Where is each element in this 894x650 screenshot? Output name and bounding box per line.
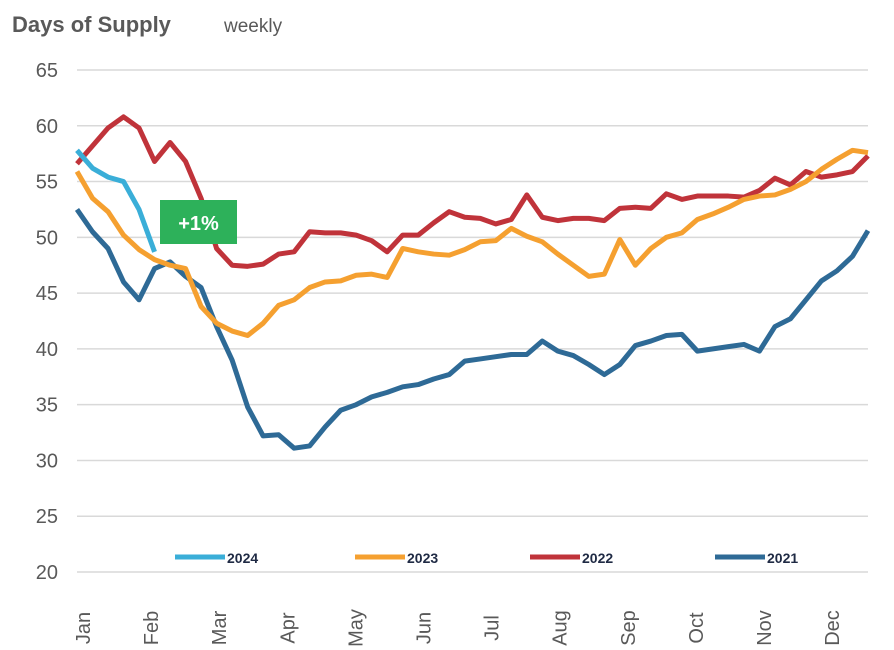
series-line-2024 (75, 148, 157, 253)
legend-label-2023: 2023 (407, 550, 438, 566)
legend-label-2021: 2021 (767, 550, 798, 566)
x-tick-label: Apr (277, 612, 299, 643)
y-tick-label: 50 (36, 227, 58, 249)
y-tick-label: 55 (36, 172, 58, 194)
chart-subtitle: weekly (224, 16, 283, 37)
chart-title: Days of Supply (12, 12, 171, 37)
x-tick-label: Mar (209, 610, 231, 645)
x-tick-label: Jun (414, 612, 436, 644)
x-tick-label: May (345, 609, 367, 647)
y-tick-label: 30 (36, 450, 58, 472)
series-line-2023 (74, 147, 869, 339)
y-tick-label: 25 (36, 506, 58, 528)
y-tick-label: 60 (36, 116, 58, 138)
y-tick-label: 35 (36, 395, 58, 417)
x-tick-label: Dec (822, 610, 844, 646)
y-tick-label: 65 (36, 60, 58, 82)
x-tick-label: Sep (618, 610, 640, 646)
annotation-label: +1% (178, 213, 219, 235)
y-tick-label: 20 (36, 562, 58, 584)
y-tick-label: 40 (36, 339, 58, 361)
series-line-2021 (74, 208, 871, 451)
y-tick-label: 45 (36, 283, 58, 305)
x-tick-label: Oct (686, 612, 708, 644)
legend-label-2022: 2022 (582, 550, 613, 566)
x-tick-label: Nov (754, 610, 776, 646)
annotation-box (160, 200, 237, 244)
legend-label-2024: 2024 (227, 550, 258, 566)
x-tick-label: Feb (141, 611, 163, 645)
x-tick-label: Aug (550, 610, 572, 646)
x-tick-label: Jan (73, 612, 95, 644)
x-tick-label: Jul (482, 615, 504, 641)
